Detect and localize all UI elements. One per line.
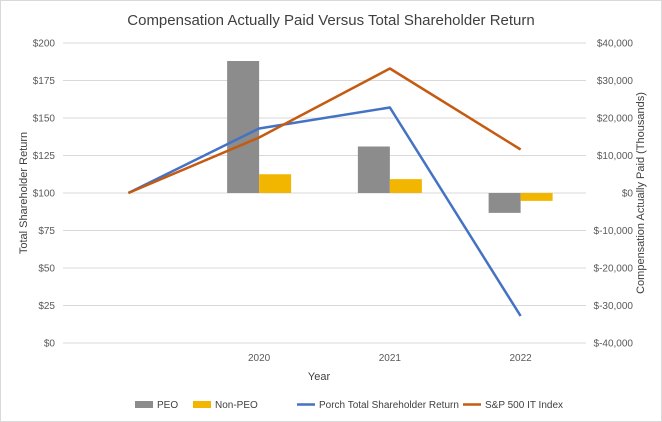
y-left-tick-label: $100 — [33, 189, 56, 200]
y-left-tick-label: $50 — [38, 264, 55, 275]
y-right-tick-label: $20,000 — [597, 114, 634, 125]
legend-label: S&P 500 IT Index — [485, 400, 563, 411]
y-left-tick-label: $0 — [44, 339, 56, 350]
x-tick-label: 2022 — [510, 353, 533, 364]
y-right-tick-label: $30,000 — [597, 76, 634, 87]
y-right-tick-label: $-10,000 — [594, 226, 634, 237]
y-left-tick-label: $75 — [38, 226, 55, 237]
y-right-tick-label: $0 — [622, 189, 634, 200]
bar-peo — [488, 193, 521, 213]
x-axis-ticks: 2020 2021 2022 — [248, 353, 532, 364]
bar-non-peo — [520, 193, 553, 201]
left-axis-ticks: $0 $25 $50 $75 $100 $125 $150 $175 $200 — [33, 39, 56, 350]
x-axis-title: Year — [308, 371, 331, 383]
right-axis-ticks: $-40,000 $-30,000 $-20,000 $-10,000 $0 $10,00… — [594, 39, 634, 350]
line-porch-total-shareholder-return — [127, 106, 522, 317]
y-left-tick-label: $25 — [38, 301, 55, 312]
line-s-p-500-it-index — [127, 67, 522, 195]
legend: PEO Non-PEO Porch Total Shareholder Return… — [135, 400, 563, 411]
bars — [227, 61, 553, 213]
y-left-tick-label: $150 — [33, 114, 56, 125]
legend-label: PEO — [157, 400, 178, 411]
gridlines — [63, 42, 586, 344]
y-left-tick-label: $200 — [33, 39, 56, 50]
bar-non-peo — [389, 179, 422, 193]
bar-peo — [227, 61, 260, 193]
y-left-tick-label: $125 — [33, 151, 56, 162]
y-right-tick-label: $40,000 — [597, 39, 634, 50]
y-right-tick-label: $-30,000 — [594, 301, 634, 312]
x-tick-label: 2020 — [248, 353, 271, 364]
y-right-tick-label: $-20,000 — [594, 264, 634, 275]
legend-label: Non-PEO — [215, 400, 258, 411]
y-right-tick-label: $-40,000 — [594, 339, 634, 350]
legend-swatch — [135, 401, 153, 408]
bar-non-peo — [259, 174, 292, 193]
y-left-tick-label: $175 — [33, 76, 56, 87]
y-axis-right-title: Compensation Actually Paid (Thousands) — [635, 92, 647, 294]
legend-swatch — [193, 401, 211, 408]
lines — [127, 67, 522, 317]
legend-label: Porch Total Shareholder Return — [319, 400, 459, 411]
bar-peo — [357, 146, 390, 193]
y-axis-left-title: Total Shareholder Return — [18, 132, 30, 254]
chart-title: Compensation Actually Paid Versus Total … — [127, 12, 534, 29]
y-right-tick-label: $10,000 — [597, 151, 634, 162]
x-tick-label: 2021 — [379, 353, 402, 364]
